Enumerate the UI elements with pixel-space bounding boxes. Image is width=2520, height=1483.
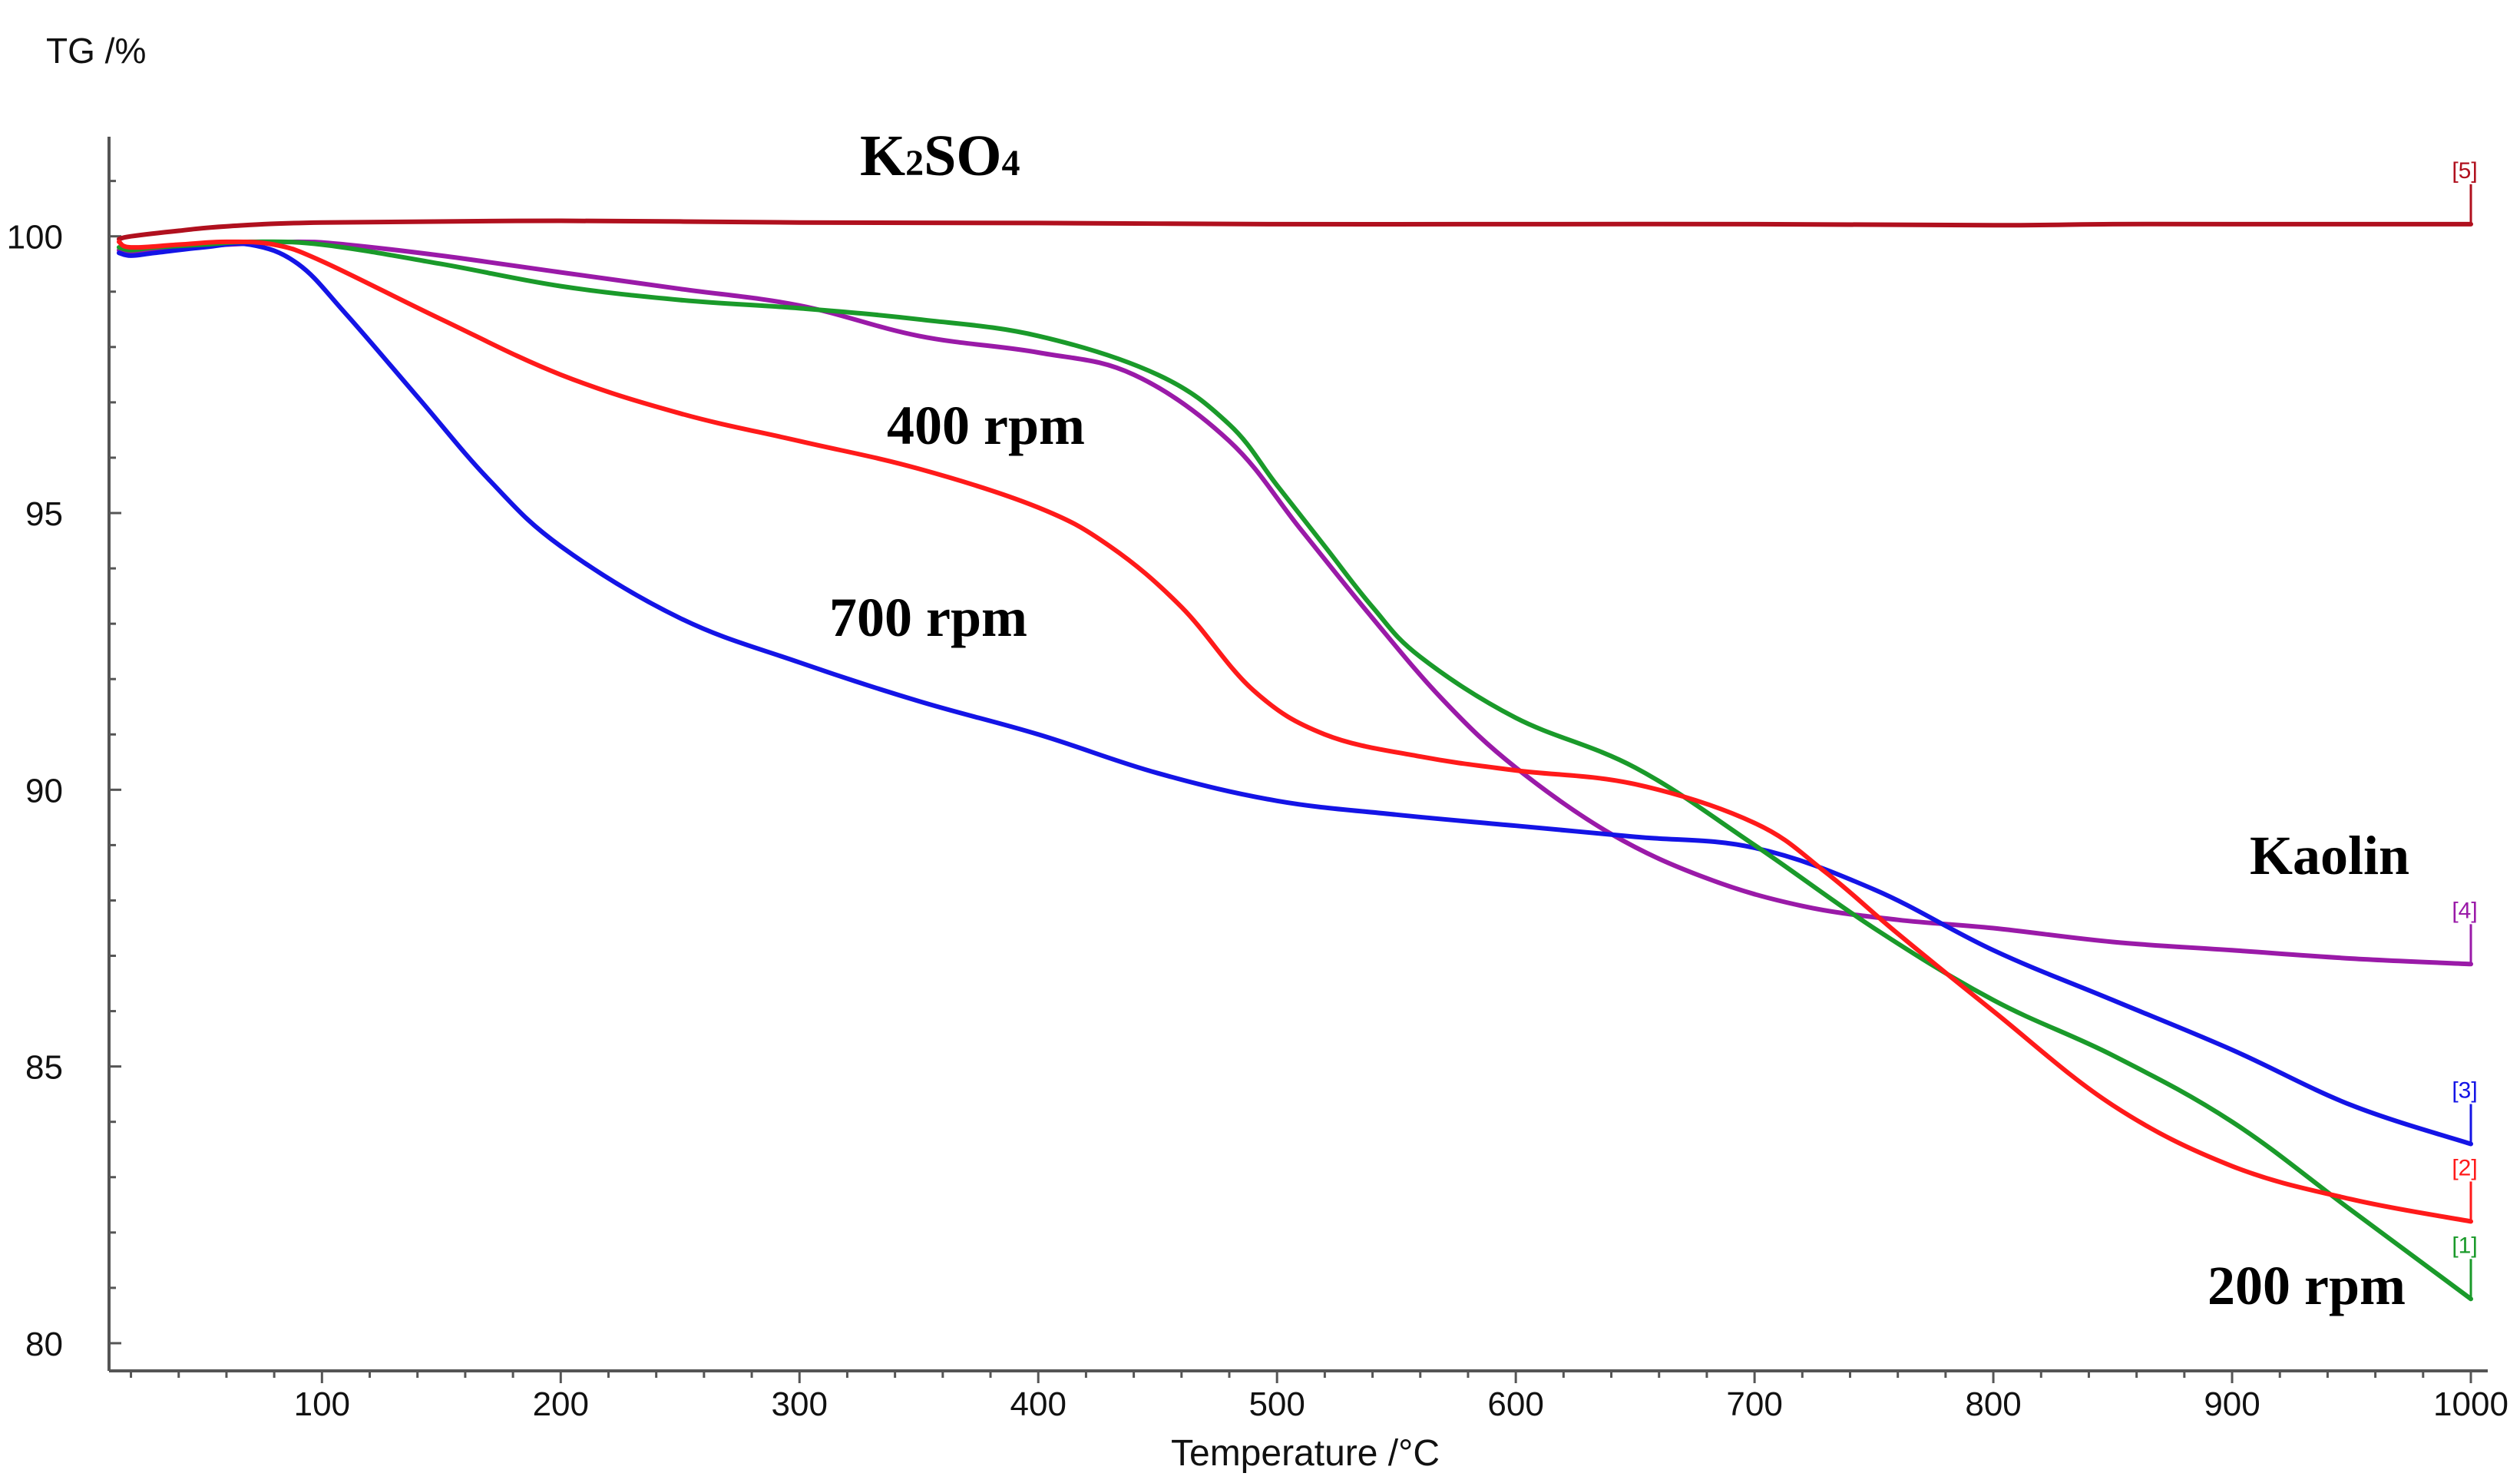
x-axis-label: Temperature /°C xyxy=(1171,1433,1440,1474)
x-tick-label: 900 xyxy=(2204,1385,2260,1423)
y-axis-label: TG /% xyxy=(46,31,146,71)
series-tags: [1] [2] [3] [4] [5] xyxy=(2452,158,2478,1299)
y-ticks: 80 85 90 95 100 xyxy=(7,180,121,1363)
x-tick-label: 300 xyxy=(772,1385,828,1423)
annotation-400-rpm: 400 rpm xyxy=(887,395,1085,456)
annotation-k2so4: K2SO4 xyxy=(860,124,1020,188)
x-tick-label: 500 xyxy=(1248,1385,1305,1423)
series-tag-label: [2] xyxy=(2452,1155,2477,1180)
x-tick-label: 100 xyxy=(294,1385,350,1423)
x-tick-label: 400 xyxy=(1010,1385,1067,1423)
y-tick-label: 100 xyxy=(7,219,63,257)
y-tick-label: 95 xyxy=(25,495,63,533)
series-tag-label: [5] xyxy=(2452,158,2477,184)
annotation-200-rpm: 200 rpm xyxy=(2207,1255,2406,1316)
series-tag-label: [1] xyxy=(2452,1233,2477,1258)
series-line-1 xyxy=(117,239,2473,1302)
x-tick-label: 200 xyxy=(533,1385,589,1423)
y-tick-label: 85 xyxy=(25,1049,63,1087)
series-tag-label: [4] xyxy=(2452,898,2477,923)
series-line-3 xyxy=(117,241,2473,1147)
series-tag-label: [3] xyxy=(2452,1078,2477,1104)
x-tick-label: 800 xyxy=(1965,1385,2021,1423)
annotation-kaolin: Kaolin xyxy=(2250,825,2409,886)
series-line-4 xyxy=(117,239,2473,967)
x-ticks: 100 200 300 400 500 600 700 800 900 1000 xyxy=(130,1371,2508,1423)
series-layer xyxy=(117,218,2473,1302)
x-tick-label: 1000 xyxy=(2433,1385,2508,1423)
series-line-2 xyxy=(117,239,2473,1224)
x-tick-label: 700 xyxy=(1726,1385,1782,1423)
annotation-700-rpm: 700 rpm xyxy=(829,587,1027,648)
series-line-5 xyxy=(117,218,2473,242)
y-tick-label: 90 xyxy=(25,772,63,809)
x-tick-label: 600 xyxy=(1487,1385,1543,1423)
y-tick-label: 80 xyxy=(25,1326,63,1363)
